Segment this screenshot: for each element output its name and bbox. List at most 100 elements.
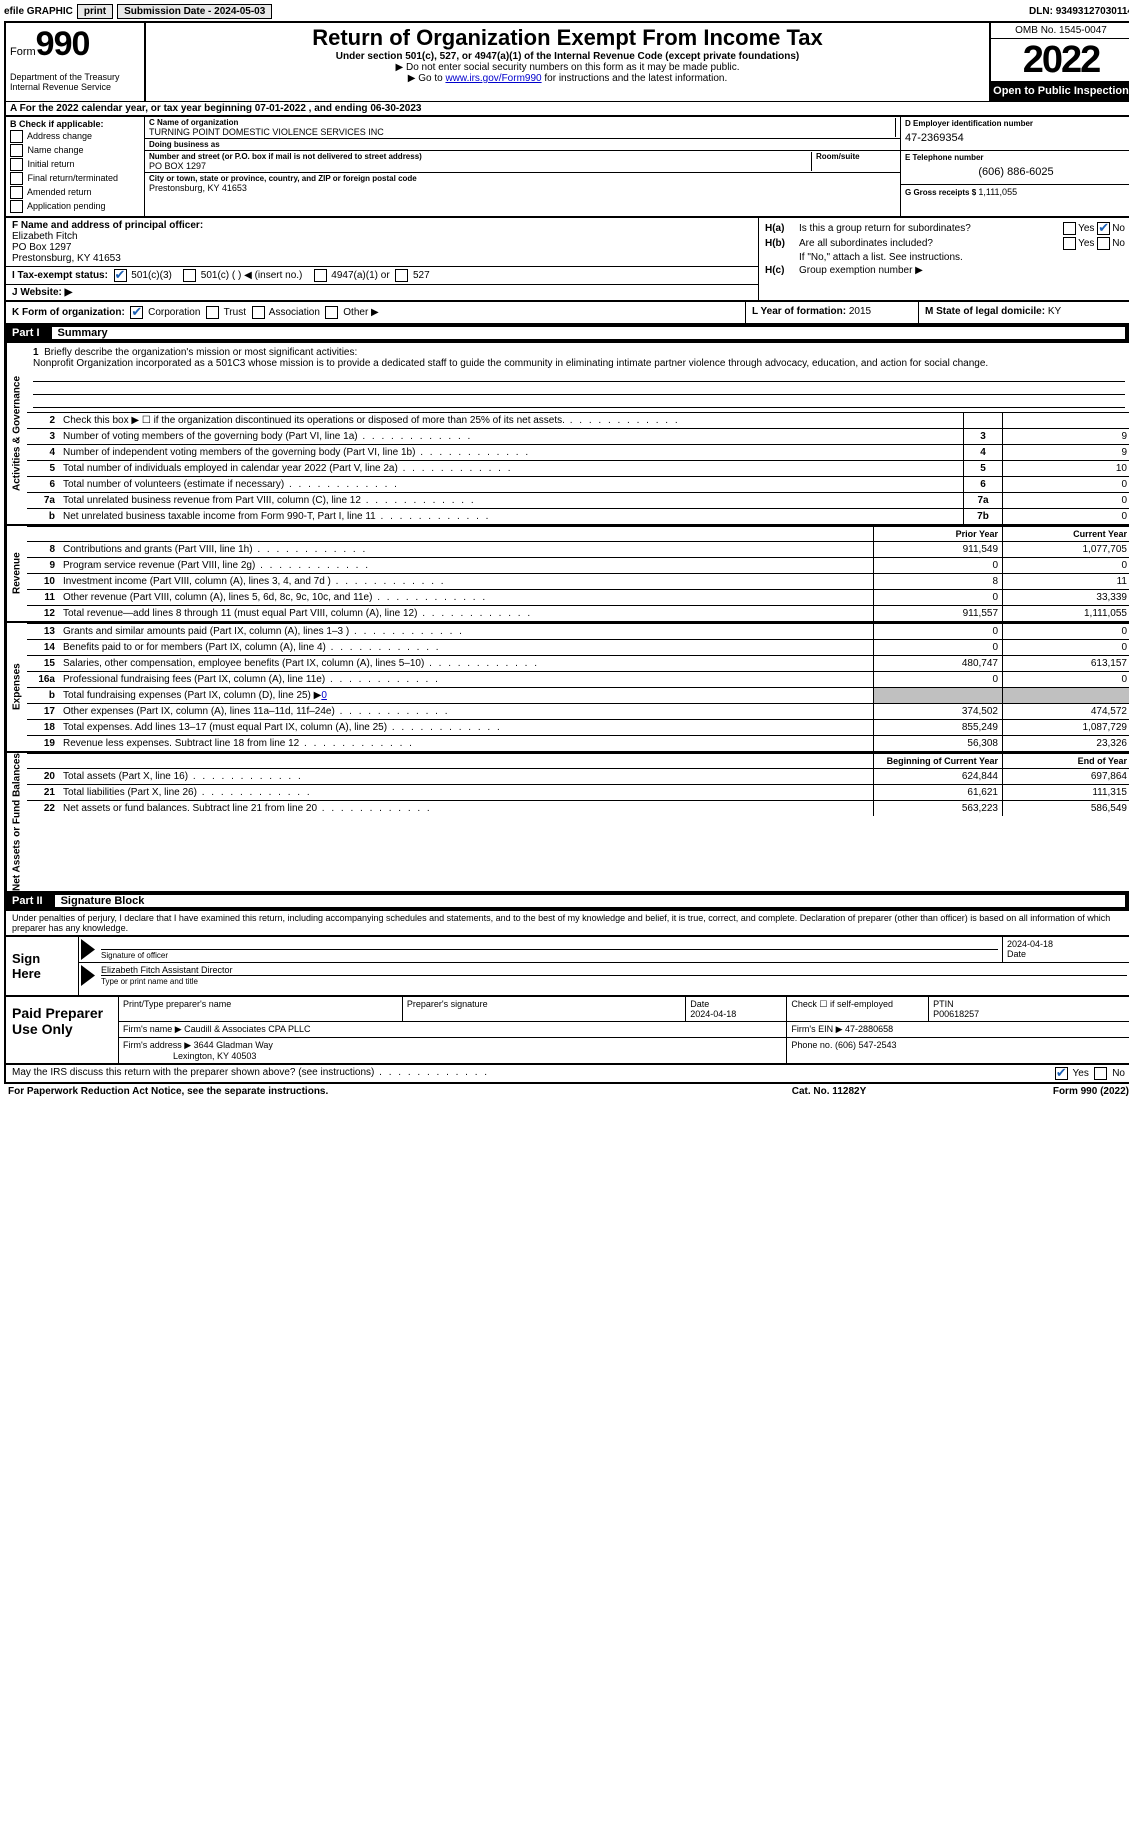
self-employed-label: Check ☐ if self-employed [791,999,893,1009]
prep-sig-label: Preparer's signature [407,999,488,1009]
row-j-website: J Website: ▶ [6,284,758,300]
4947-checkbox[interactable] [314,269,327,282]
dln: DLN: 93493127030114 [1029,6,1129,17]
table-row: 3Number of voting members of the governi… [27,429,1129,445]
other-checkbox[interactable] [325,306,338,319]
sig-date-label: Date [1007,949,1127,959]
table-row: 13Grants and similar amounts paid (Part … [27,624,1129,640]
table-row: bNet unrelated business taxable income f… [27,509,1129,525]
firm-ein: 47-2880658 [845,1024,893,1034]
open-inspection: Open to Public Inspection [991,81,1129,101]
part-ii-header: Part II Signature Block [4,893,1129,911]
row-i-tax-status: I Tax-exempt status: 501(c)(3) 501(c) ( … [6,266,758,284]
firm-addr1: 3644 Gladman Way [194,1040,273,1050]
assoc-checkbox[interactable] [252,306,265,319]
signature-declaration: Under penalties of perjury, I declare th… [4,911,1129,937]
form-header: Form990 Department of the Treasury Inter… [4,21,1129,101]
table-row: bTotal fundraising expenses (Part IX, co… [27,688,1129,704]
501c-checkbox[interactable] [183,269,196,282]
submission-date: Submission Date - 2024-05-03 [117,4,272,19]
form-title: Return of Organization Exempt From Incom… [152,25,983,51]
expenses-side-label: Expenses [6,623,27,751]
year-box: OMB No. 1545-0047 2022 Open to Public In… [989,23,1129,101]
ptin: P00618257 [933,1009,979,1019]
omb-number: OMB No. 1545-0047 [991,23,1129,39]
checkbox-option[interactable]: Final return/terminated [10,172,140,185]
instructions-link[interactable]: www.irs.gov/Form990 [445,73,541,84]
prep-date-label: Date [690,999,709,1009]
row-a-tax-year: A For the 2022 calendar year, or tax yea… [4,101,1129,115]
row-f-h-i-j: F Name and address of principal officer:… [4,218,1129,302]
prep-date: 2024-04-18 [690,1009,736,1019]
prep-name-label: Print/Type preparer's name [123,999,231,1009]
discuss-no-checkbox[interactable] [1094,1067,1107,1080]
form-subtitle: Under section 501(c), 527, or 4947(a)(1)… [152,51,983,62]
firm-addr2: Lexington, KY 40503 [173,1051,256,1061]
table-row: 15Salaries, other compensation, employee… [27,656,1129,672]
hb-no-checkbox[interactable] [1097,237,1110,250]
top-toolbar: efile GRAPHIC print Submission Date - 20… [4,4,1129,19]
checkbox-option[interactable]: Amended return [10,186,140,199]
officer-addr2: Prestonsburg, KY 41653 [12,253,121,264]
col-d-e-g: D Employer identification number 47-2369… [900,117,1129,216]
printed-name-label: Type or print name and title [101,975,1127,986]
mission-block: 1 Briefly describe the organization's mi… [27,343,1129,412]
trust-checkbox[interactable] [206,306,219,319]
department-label: Department of the Treasury Internal Reve… [10,72,140,92]
instructions-link-line: ▶ Go to www.irs.gov/Form990 for instruct… [152,73,983,84]
table-row: 17Other expenses (Part IX, column (A), l… [27,704,1129,720]
discuss-row: May the IRS discuss this return with the… [4,1065,1129,1084]
527-checkbox[interactable] [395,269,408,282]
table-row: 19Revenue less expenses. Subtract line 1… [27,736,1129,752]
corp-checkbox[interactable] [130,306,143,319]
org-name-label: C Name of organization [149,118,895,127]
table-row: 21Total liabilities (Part X, line 26)61,… [27,785,1129,801]
expenses-table: 13Grants and similar amounts paid (Part … [27,623,1129,751]
officer-addr1: PO Box 1297 [12,242,71,253]
form-number-box: Form990 Department of the Treasury Inter… [6,23,146,101]
checkbox-option[interactable]: Address change [10,130,140,143]
footer-line: For Paperwork Reduction Act Notice, see … [4,1084,1129,1099]
hb-yes-checkbox[interactable] [1063,237,1076,250]
tel: (606) 886-6025 [905,162,1127,182]
ha-no-checkbox[interactable] [1097,222,1110,235]
street: PO BOX 1297 [149,161,811,171]
block-b-through-g: B Check if applicable: Address change Na… [4,115,1129,218]
netassets-section: Net Assets or Fund Balances Beginning of… [4,753,1129,893]
firm-phone-label: Phone no. [791,1040,835,1050]
tax-year: 2022 [991,39,1129,81]
governance-side-label: Activities & Governance [6,343,27,524]
col-h-group: H(a) Is this a group return for subordin… [759,218,1129,300]
dba-label: Doing business as [149,140,896,149]
table-row: 18Total expenses. Add lines 13–17 (must … [27,720,1129,736]
street-label: Number and street (or P.O. box if mail i… [149,152,811,161]
room-label: Room/suite [816,152,896,161]
expenses-section: Expenses 13Grants and similar amounts pa… [4,623,1129,753]
gross-label: G Gross receipts $ [905,188,978,197]
checkbox-option[interactable]: Initial return [10,158,140,171]
ptin-label: PTIN [933,999,954,1009]
table-row: 4Number of independent voting members of… [27,445,1129,461]
row-f: F Name and address of principal officer:… [6,218,758,266]
sign-here-block: Sign Here Signature of officer 2024-04-1… [4,937,1129,997]
table-row: 20Total assets (Part X, line 16)624,8446… [27,769,1129,785]
501c3-checkbox[interactable] [114,269,127,282]
ssn-warning: ▶ Do not enter social security numbers o… [152,62,983,73]
table-row: 2Check this box ▶ ☐ if the organization … [27,413,1129,429]
tel-label: E Telephone number [905,153,1127,162]
revenue-section: Revenue Prior YearCurrent Year8Contribut… [4,526,1129,623]
revenue-table: Prior YearCurrent Year8Contributions and… [27,526,1129,621]
table-row: 7aTotal unrelated business revenue from … [27,493,1129,509]
part-i-header: Part I Summary [4,325,1129,343]
checkbox-option[interactable]: Application pending [10,200,140,213]
ha-yes-checkbox[interactable] [1063,222,1076,235]
table-row: 12Total revenue—add lines 8 through 11 (… [27,606,1129,622]
firm-name-label: Firm's name ▶ [123,1024,184,1034]
col-b-checkboxes: B Check if applicable: Address change Na… [6,117,145,216]
table-row: 5Total number of individuals employed in… [27,461,1129,477]
print-button[interactable]: print [77,4,113,19]
table-row: 8Contributions and grants (Part VIII, li… [27,542,1129,558]
paperwork-notice: For Paperwork Reduction Act Notice, see … [8,1086,729,1097]
checkbox-option[interactable]: Name change [10,144,140,157]
discuss-yes-checkbox[interactable] [1055,1067,1068,1080]
